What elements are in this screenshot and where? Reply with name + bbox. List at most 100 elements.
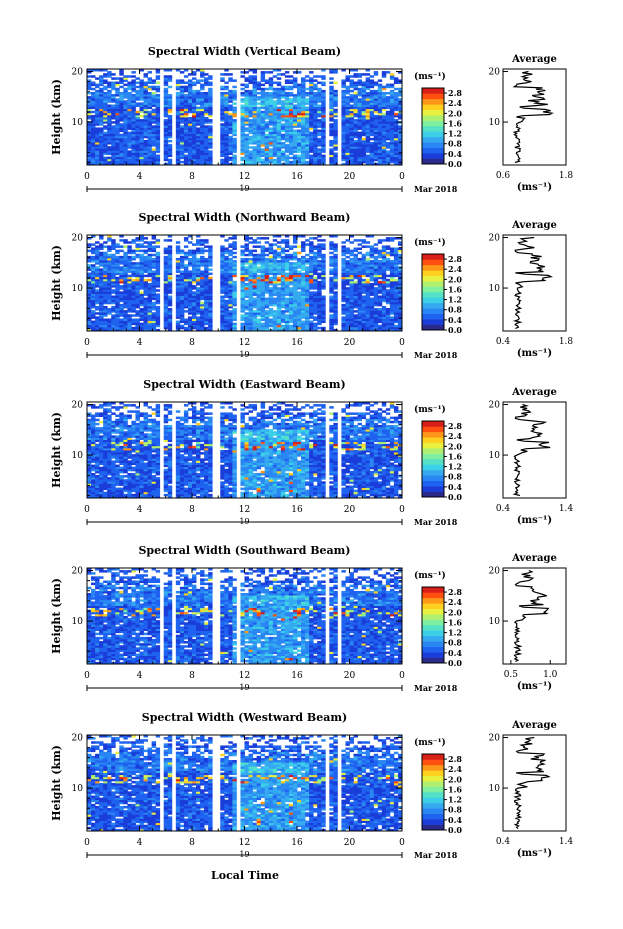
heatmap-cell [163, 324, 169, 328]
heatmap-cell [272, 108, 278, 112]
heatmap-cell [99, 156, 104, 160]
heatmap-cell [103, 328, 108, 332]
heatmap-cell [268, 79, 274, 82]
heatmap-cell [224, 318, 229, 321]
heatmap-cell [183, 69, 189, 72]
heatmap-cell [220, 158, 225, 162]
heatmap-cell [248, 94, 253, 97]
heatmap-cell [317, 312, 322, 315]
heatmap-cell [381, 87, 387, 91]
heatmap-cell [393, 87, 399, 91]
heatmap-cell [163, 158, 169, 162]
heatmap-cell [389, 100, 395, 103]
heatmap-cell [208, 316, 213, 319]
heatmap-cell [397, 91, 403, 95]
heatmap-cell [163, 129, 169, 133]
heatmap-cell [200, 91, 205, 95]
heatmap-cell [208, 102, 213, 105]
heatmap-cell [155, 154, 161, 158]
heatmap-cell [248, 100, 253, 103]
heatmap-cell [87, 135, 92, 139]
heatmap-cell [268, 324, 274, 328]
heatmap-cell [321, 96, 326, 99]
heatmap-cell [99, 127, 104, 130]
heatmap-cell [143, 320, 148, 324]
heatmap-cell [341, 104, 346, 107]
heatmap-cell [196, 316, 201, 319]
heatmap-cell [369, 89, 375, 93]
heatmap-cell [91, 75, 96, 78]
heatmap-cell [111, 104, 116, 107]
heatmap-cell [321, 146, 326, 149]
heatmap-cell [151, 270, 157, 273]
heatmap-cell [87, 96, 92, 99]
heatmap-cell [349, 326, 354, 330]
heatmap-cell [329, 139, 334, 143]
heatmap-cell [183, 144, 189, 147]
heatmap-cell [192, 106, 197, 110]
heatmap-cell [252, 104, 258, 107]
heatmap-cell [87, 318, 92, 321]
heatmap-cell [393, 77, 399, 80]
heatmap-cell [397, 156, 403, 160]
heatmap-cell [321, 326, 326, 330]
heatmap-cell [115, 110, 120, 114]
heatmap-cell [200, 79, 205, 82]
heatmap-cell [87, 127, 92, 130]
heatmap-cell [397, 137, 403, 141]
heatmap-cell [357, 75, 363, 78]
heatmap-cell [397, 162, 403, 166]
heatmap-cell [276, 131, 282, 135]
heatmap-cell [99, 117, 104, 120]
heatmap-cell [393, 125, 399, 128]
heatmap-cell [196, 310, 201, 313]
heatmap-cell [232, 112, 237, 116]
heatmap-cell [208, 104, 213, 107]
heatmap-cell [187, 158, 193, 162]
heatmap-cell [264, 326, 270, 330]
heatmap-cell [377, 79, 383, 82]
heatmap-cell [393, 106, 399, 110]
heatmap-cell [163, 154, 169, 158]
heatmap-cell [111, 152, 116, 155]
heatmap-cell [369, 328, 375, 332]
heatmap-cell [264, 144, 270, 147]
heatmap-cell [179, 135, 185, 139]
heatmap-cell [284, 112, 290, 116]
heatmap-cell [95, 127, 100, 130]
heatmap-cell [119, 148, 124, 151]
heatmap-cell [183, 135, 189, 139]
heatmap-cell [377, 320, 383, 324]
heatmap-cell [349, 89, 354, 93]
heatmap-cell [119, 117, 124, 120]
heatmap-cell [127, 112, 132, 116]
heatmap-cell [91, 104, 96, 107]
heatmap-cell [292, 135, 298, 139]
heatmap-cell [151, 312, 157, 315]
heatmap-cell [228, 320, 233, 324]
heatmap-cell [280, 144, 286, 147]
heatmap-cell [175, 137, 181, 141]
heatmap-cell [119, 112, 124, 116]
heatmap-cell [103, 320, 108, 324]
heatmap-cell [183, 154, 189, 158]
heatmap-cell [313, 139, 318, 143]
heatmap-cell [365, 137, 371, 141]
heatmap-cell [167, 96, 173, 99]
heatmap-cell [127, 320, 132, 324]
heatmap-cell [175, 69, 181, 72]
heatmap-cell [220, 154, 225, 158]
heatmap-cell [305, 121, 310, 124]
heatmap-cell [361, 102, 367, 105]
heatmap-cell [196, 162, 201, 166]
heatmap-cell [204, 144, 209, 147]
heatmap-cell [256, 121, 262, 124]
heatmap-cell [183, 156, 189, 160]
heatmap-cell [135, 324, 140, 328]
heatmap-cell [204, 104, 209, 107]
heatmap-cell [111, 133, 116, 137]
heatmap-cell [313, 160, 318, 164]
heatmap-cell [103, 73, 108, 76]
heatmap-cell [244, 328, 249, 332]
heatmap-cell [381, 305, 387, 309]
